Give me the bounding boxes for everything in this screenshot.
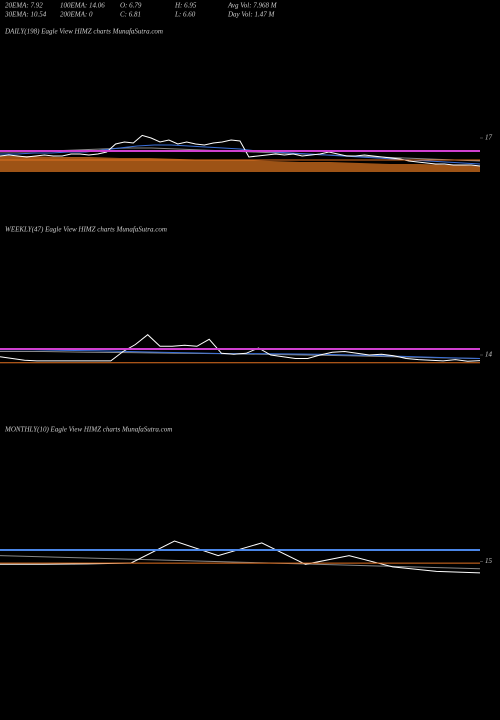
header-stat: 200EMA: 0 <box>60 11 93 19</box>
line <box>0 134 481 167</box>
panel-title: WEEKLY(47) Eagle View HIMZ charts Munafa… <box>5 226 167 234</box>
header-stat: H: 6.95 <box>174 2 197 10</box>
y-tick-label: 17 <box>485 134 493 142</box>
line <box>0 540 481 574</box>
header-stat: C: 6.81 <box>120 11 141 19</box>
header-stat: 20EMA: 7.92 <box>5 2 43 10</box>
line <box>0 555 481 570</box>
panel-title: DAILY(198) Eagle View HIMZ charts Munafa… <box>4 28 163 36</box>
header-stat: L: 6.60 <box>174 11 196 19</box>
header-stat: 30EMA: 10.54 <box>4 11 47 19</box>
panel-title: MONTHLY(10) Eagle View HIMZ charts Munaf… <box>4 426 172 434</box>
header-stat: O: 6.79 <box>120 2 142 10</box>
line <box>0 351 481 359</box>
y-tick-label: 14 <box>485 351 493 359</box>
header-stat: Avg Vol: 7.968 M <box>227 2 278 10</box>
line <box>0 334 481 362</box>
header-stat: 100EMA: 14.06 <box>60 2 105 10</box>
y-tick-label: 15 <box>485 557 493 565</box>
header-stat: Day Vol: 1.47 M <box>227 11 275 19</box>
